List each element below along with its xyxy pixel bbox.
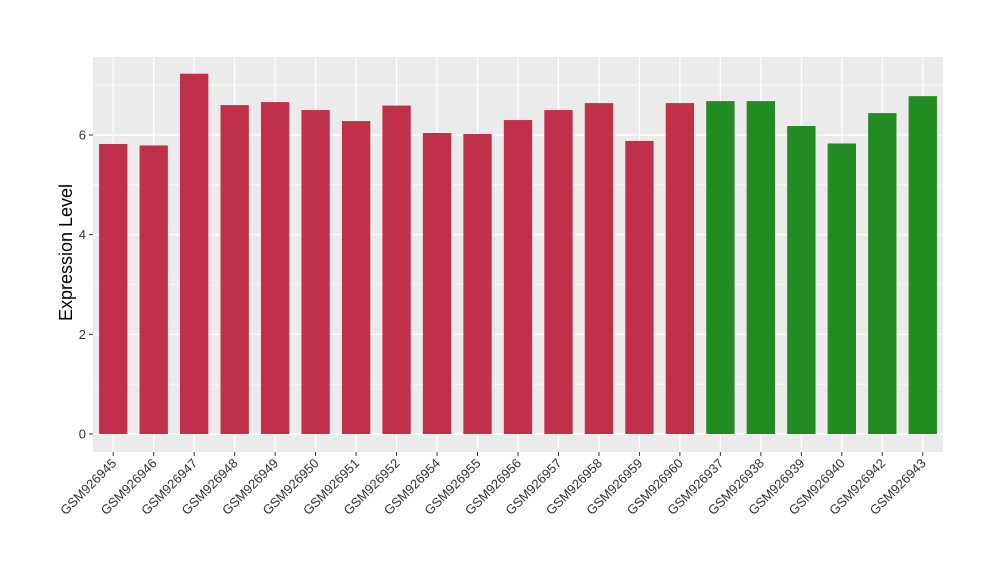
bars xyxy=(99,73,937,435)
bar-GSM926940 xyxy=(827,143,856,434)
y-tick-label: 6 xyxy=(79,128,86,143)
bar-GSM926945 xyxy=(99,143,128,434)
bar-GSM926948 xyxy=(220,105,249,434)
bar-GSM926958 xyxy=(584,103,614,435)
bar-GSM926942 xyxy=(868,113,897,434)
bar-GSM926954 xyxy=(422,133,452,435)
bar-GSM926947 xyxy=(180,73,209,434)
bar-GSM926950 xyxy=(301,110,330,434)
bar-GSM926951 xyxy=(341,121,371,435)
y-axis-title: Expression Level xyxy=(56,184,76,321)
bar-GSM926957 xyxy=(544,110,573,434)
x-axis: GSM926945GSM926946GSM926947GSM926948GSM9… xyxy=(57,452,929,518)
y-tick-label: 0 xyxy=(79,427,86,442)
bar-GSM926937 xyxy=(706,101,735,434)
bar-GSM926949 xyxy=(260,102,290,435)
bar-GSM926960 xyxy=(665,103,695,435)
bar-GSM926946 xyxy=(139,145,168,434)
y-axis: 0 2 4 6 xyxy=(79,128,93,442)
bar-GSM926956 xyxy=(503,120,533,435)
y-tick-label: 2 xyxy=(79,327,86,342)
bar-GSM926943 xyxy=(908,96,937,434)
bar-GSM926955 xyxy=(463,134,492,434)
bar-GSM926952 xyxy=(382,105,411,435)
bar-GSM926959 xyxy=(625,140,654,435)
bar-GSM926939 xyxy=(787,126,816,434)
bar-GSM926938 xyxy=(746,101,776,434)
y-tick-label: 4 xyxy=(79,227,86,242)
